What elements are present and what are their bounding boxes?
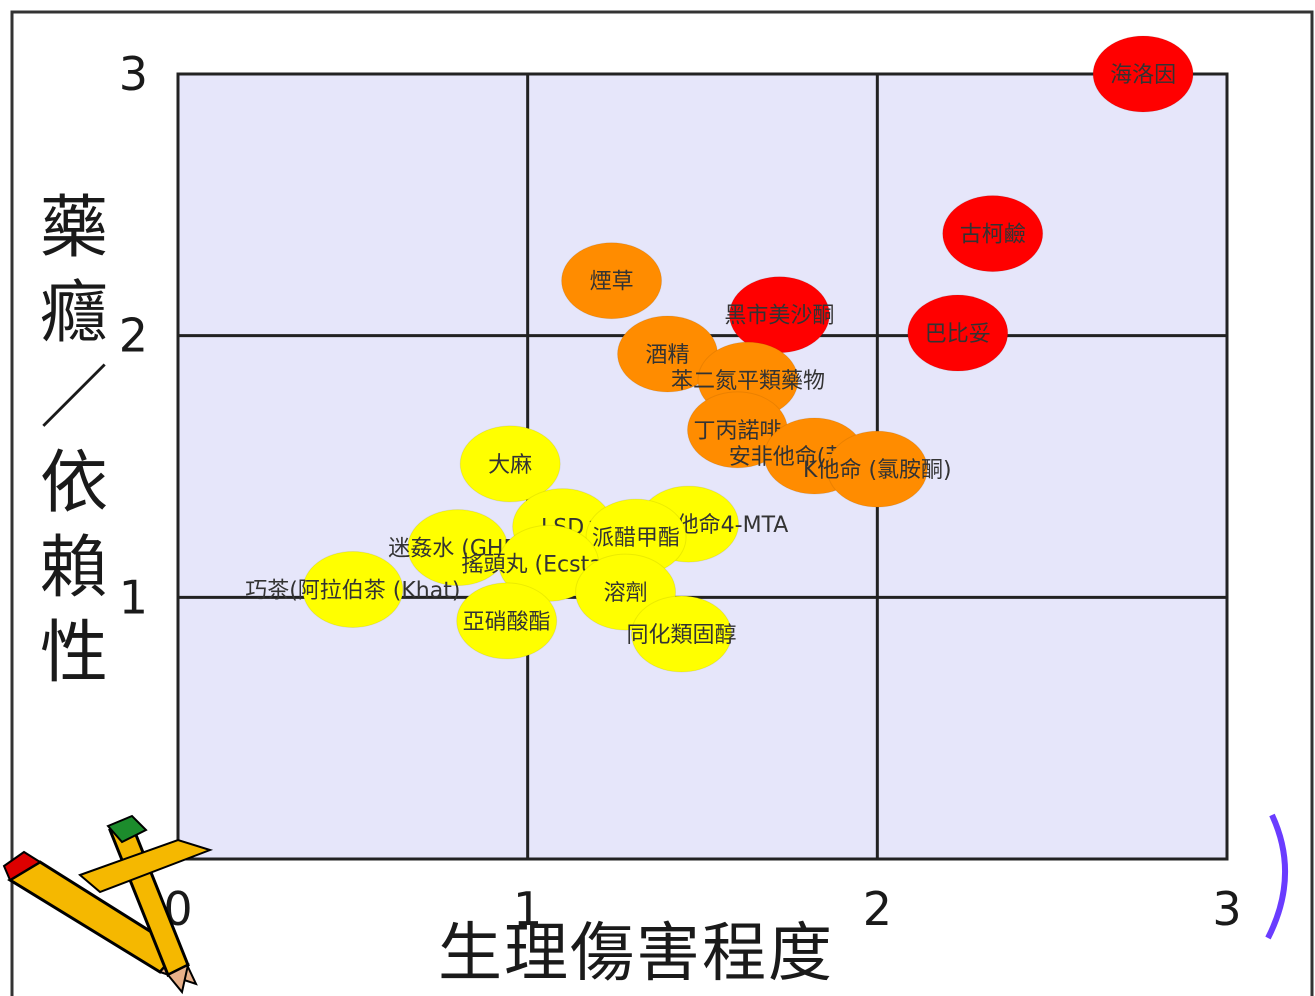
data-point-label: 煙草 <box>590 270 634 295</box>
y-axis-label-char: 依 <box>40 444 109 523</box>
data-point-label: 古柯鹼 <box>960 223 1026 248</box>
data-point-label: 同化類固醇 <box>627 623 737 648</box>
y-tick-label: 1 <box>119 570 148 624</box>
data-point-label: 巴比妥 <box>925 322 991 347</box>
y-axis-label-char: 賴 <box>40 529 109 608</box>
data-point-label: 酒精 <box>646 343 690 368</box>
y-tick-label: 2 <box>119 309 148 363</box>
pencil-icon <box>2 814 214 995</box>
slide-border <box>10 10 1314 996</box>
data-point: 煙草 <box>561 242 663 320</box>
y-axis-label-char: ／ <box>40 359 109 438</box>
x-tick-label: 3 <box>1212 882 1241 936</box>
x-tick-label: 1 <box>513 882 542 936</box>
data-point-label: 亞硝酸酯 <box>463 610 551 635</box>
y-axis-label-char: 性 <box>40 614 109 693</box>
x-axis-label: 生理傷害程度 <box>438 917 834 991</box>
data-point: 同化類固醇 <box>627 595 737 673</box>
data-point-marker <box>907 294 1009 372</box>
data-point: 大麻 <box>459 425 561 503</box>
data-point-marker <box>561 242 663 320</box>
plot-area <box>176 72 1229 861</box>
data-point-marker <box>456 582 558 660</box>
data-point-label: K他命 (氯胺酮) <box>803 458 952 483</box>
data-point: K他命 (氯胺酮) <box>803 430 952 508</box>
data-point-marker <box>1092 35 1194 113</box>
data-point-marker <box>826 430 928 508</box>
data-point-label: 丁丙諾啡 <box>693 419 781 444</box>
data-point-label: 海洛因 <box>1110 63 1176 88</box>
bracket-decoration <box>1265 813 1288 940</box>
data-point: 古柯鹼 <box>942 195 1044 273</box>
data-points: 海洛因古柯鹼黑市美沙酮巴比妥煙草酒精苯二氮平類藥物丁丙諾啡安非他命(苯丙胺)K他… <box>245 35 1194 673</box>
data-point: 巴比妥 <box>907 294 1009 372</box>
data-point-label: 黑市美沙酮 <box>724 304 834 329</box>
data-point: 酒精 <box>617 315 719 393</box>
data-point-label: 巧茶(阿拉伯茶 (Khat) <box>245 578 460 603</box>
data-point-marker <box>942 195 1044 273</box>
data-point-marker <box>459 425 561 503</box>
y-tick-label: 3 <box>119 47 148 101</box>
x-tick-label: 2 <box>863 882 892 936</box>
data-point: 巧茶(阿拉伯茶 (Khat) <box>245 550 460 628</box>
data-point-label: 大麻 <box>488 453 532 478</box>
y-axis-label-char: 癮 <box>40 274 109 353</box>
data-point-marker <box>302 550 404 628</box>
data-point-marker <box>631 595 733 673</box>
data-point: 亞硝酸酯 <box>456 582 558 660</box>
data-point-label: 派醋甲酯 <box>592 526 680 551</box>
data-point: 海洛因 <box>1092 35 1194 113</box>
data-point-label: 苯二氮平類藥物 <box>671 369 825 394</box>
data-point-label: 溶劑 <box>604 581 648 606</box>
y-axis-label-char: 藥 <box>40 189 109 268</box>
